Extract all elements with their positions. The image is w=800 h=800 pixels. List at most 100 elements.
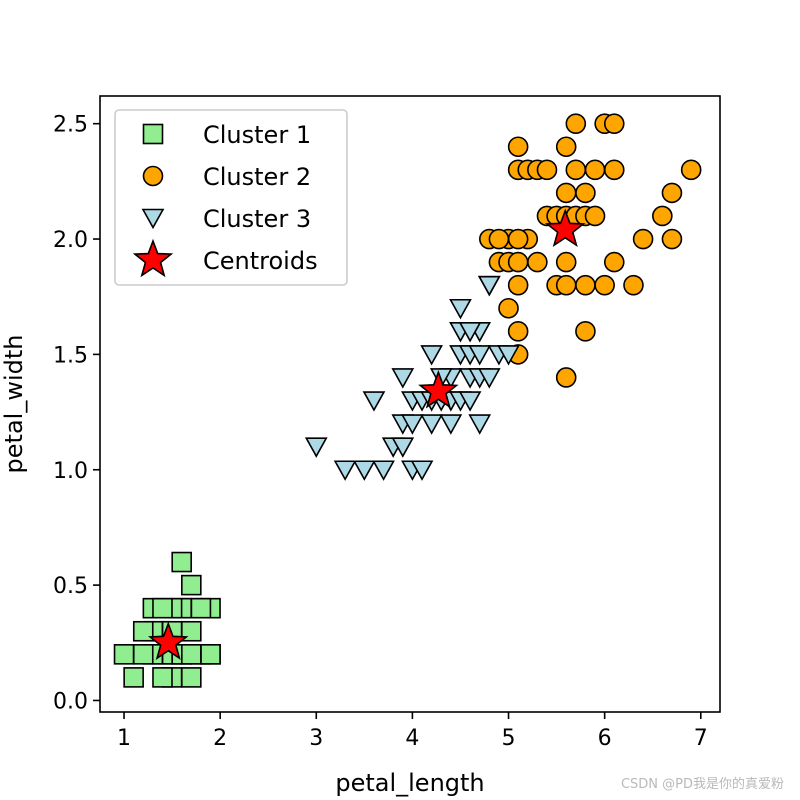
data-point-circle-marker: [536, 159, 558, 181]
x-tick-label: 4: [405, 726, 419, 751]
data-point-circle-marker: [555, 136, 577, 158]
data-point-circle-marker: [575, 182, 596, 204]
series-1-points: [113, 551, 221, 688]
legend-label: Cluster 3: [203, 205, 311, 233]
centroid-star-marker: [544, 208, 586, 248]
x-tick-label: 7: [694, 726, 708, 751]
y-tick-label: 2.0: [53, 228, 88, 253]
data-point-circle-marker: [584, 205, 606, 227]
data-point-circle-marker: [603, 159, 625, 181]
y-tick-label: 1.5: [53, 343, 88, 368]
x-axis-label: petal_length: [335, 769, 484, 797]
data-point-square-marker: [181, 667, 202, 688]
data-point-triangle-marker: [468, 345, 492, 366]
data-point-circle-marker: [565, 113, 587, 134]
x-axis-ticks: 1 2 3 4 5 6 7: [117, 712, 708, 751]
data-point-triangle-marker: [458, 322, 482, 343]
y-axis-label: petal_width: [0, 335, 28, 474]
x-tick-label: 5: [502, 726, 516, 751]
data-point-triangle-marker: [304, 437, 328, 458]
data-point-square-marker: [113, 644, 135, 665]
x-tick-label: 3: [309, 726, 323, 751]
legend-items: Cluster 1 Cluster 2 Cluster 3 Centroids: [132, 121, 318, 278]
y-axis-ticks: 0.0 0.5 1.0 1.5 2.0 2.5: [53, 113, 100, 714]
data-point-triangle-marker: [449, 298, 472, 320]
data-point-triangle-marker: [372, 460, 395, 481]
data-point-triangle-marker: [477, 368, 501, 389]
data-point-circle-marker: [555, 274, 577, 296]
x-tick-label: 6: [598, 726, 612, 751]
legend-label: Cluster 2: [203, 163, 311, 191]
data-point-square-marker: [181, 574, 202, 596]
data-point-square-marker: [152, 597, 173, 619]
data-point-square-marker: [123, 667, 144, 688]
data-point-circle-marker: [623, 274, 644, 296]
data-point-square-marker: [181, 644, 202, 665]
data-point-triangle-marker: [477, 275, 501, 297]
data-point-circle-marker: [507, 251, 529, 273]
legend-label: Cluster 1: [203, 121, 311, 149]
data-point-triangle-marker: [352, 460, 376, 481]
data-point-circle-marker: [555, 182, 577, 204]
data-point-circle-marker: [661, 228, 683, 250]
y-tick-label: 1.0: [53, 459, 88, 484]
data-point-circle-marker: [584, 159, 606, 181]
data-point-circle-marker: [594, 274, 615, 296]
data-point-triangle-marker: [458, 391, 482, 412]
x-tick-label: 2: [213, 726, 227, 751]
data-point-triangle-marker: [362, 391, 386, 412]
data-point-square-marker: [152, 667, 173, 688]
series-3-points: [304, 275, 520, 481]
data-point-triangle-marker: [420, 345, 443, 366]
data-point-circle-marker: [555, 251, 577, 273]
data-point-circle-marker: [498, 297, 519, 319]
data-point-triangle-marker: [497, 345, 520, 366]
x-tick-label: 1: [117, 726, 131, 751]
data-point-circle-marker: [603, 251, 625, 273]
y-tick-label: 0.5: [53, 574, 88, 599]
data-point-circle-marker: [507, 321, 529, 342]
data-point-square-marker: [200, 644, 221, 665]
plot-frame: [99, 95, 721, 713]
data-point-square-marker: [132, 620, 154, 642]
data-point-circle-marker: [652, 205, 673, 227]
data-point-circle-marker: [527, 251, 548, 273]
y-tick-label: 2.5: [53, 113, 88, 138]
data-point-circle-marker: [507, 136, 529, 158]
data-point-circle-marker: [507, 228, 529, 250]
data-point-triangle-marker: [410, 460, 434, 481]
data-point-circle-marker: [680, 159, 702, 181]
y-tick-label: 0.0: [53, 689, 88, 714]
data-point-triangle-marker: [401, 414, 424, 435]
legend-marker-circle-marker: [142, 165, 164, 187]
legend: Cluster 1 Cluster 2 Cluster 3 Centroids: [114, 109, 348, 286]
data-point-circle-marker: [661, 182, 683, 204]
legend-marker-centroid-star-marker: [132, 238, 174, 278]
points-layer: [113, 113, 702, 688]
data-point-circle-marker: [565, 159, 587, 181]
data-point-circle-marker: [575, 274, 596, 296]
data-point-circle-marker: [632, 228, 654, 250]
centroid-star-marker: [418, 370, 459, 409]
data-point-circle-marker: [488, 228, 510, 250]
data-point-square-marker: [171, 551, 193, 573]
legend-label: Centroids: [203, 247, 318, 275]
data-point-triangle-marker: [420, 414, 443, 435]
data-point-triangle-marker: [439, 414, 463, 435]
data-point-circle-marker: [603, 113, 625, 134]
data-point-square-marker: [132, 644, 154, 665]
centroids-layer: [148, 208, 586, 661]
legend-marker-triangle-marker: [141, 208, 165, 230]
series-2-points: [479, 113, 702, 388]
data-point-circle-marker: [555, 367, 577, 388]
legend-frame: [114, 109, 348, 286]
data-point-circle-marker: [575, 321, 596, 342]
data-point-triangle-marker: [333, 460, 357, 481]
data-point-triangle-marker: [391, 368, 415, 389]
data-point-square-marker: [190, 597, 212, 619]
legend-marker-square-marker: [142, 123, 164, 145]
data-point-triangle-marker: [391, 437, 415, 458]
watermark-text: CSDN @PD我是你的真爱粉: [620, 777, 784, 792]
centroid-star-marker: [148, 621, 189, 661]
